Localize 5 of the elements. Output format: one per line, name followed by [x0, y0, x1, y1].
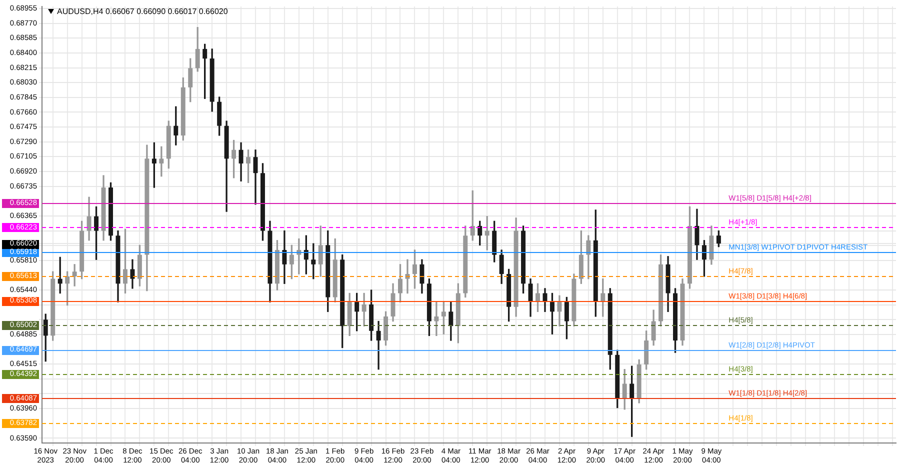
candlestick [376, 320, 381, 370]
candlestick [362, 292, 366, 326]
candlestick [72, 264, 77, 286]
candlestick [434, 302, 439, 336]
chart-title: AUDUSD,H4 0.66067 0.66090 0.66017 0.66020 [57, 7, 228, 16]
